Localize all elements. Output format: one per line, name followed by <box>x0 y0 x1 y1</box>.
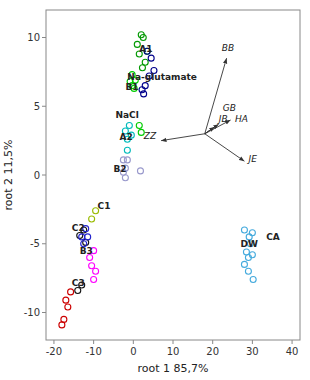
y-tick <box>42 37 46 38</box>
x-tick <box>212 340 213 344</box>
annotation: B3 <box>80 246 93 256</box>
x-tick-label: 20 <box>206 346 219 357</box>
point <box>141 91 147 97</box>
y-axis-label: root 2 11,5% <box>2 140 15 211</box>
annotation: CA <box>266 232 280 242</box>
arrow-label: GB <box>223 103 236 113</box>
y-tick-label: 0 <box>34 170 40 181</box>
point <box>140 35 146 41</box>
point <box>241 227 247 233</box>
annotation: C2 <box>72 223 85 233</box>
y-tick <box>42 175 46 176</box>
plot-area <box>59 32 256 328</box>
x-tick <box>252 340 253 344</box>
x-tick-label: 40 <box>286 346 299 357</box>
arrow-label: ZZ <box>143 131 157 141</box>
y-tick <box>42 243 46 244</box>
arrow-label: BB <box>222 43 234 53</box>
annotation: Na-glutamate <box>127 72 197 82</box>
point <box>124 157 130 163</box>
point <box>142 83 148 89</box>
arrow-label: JB <box>217 114 228 124</box>
annotation: DW <box>240 239 257 249</box>
x-tick <box>292 340 293 344</box>
point <box>249 230 255 236</box>
point <box>89 216 95 222</box>
x-axis-label: root 1 85,7% <box>138 362 209 375</box>
y-tick-label: 10 <box>27 32 40 43</box>
annotation: C1 <box>98 201 111 211</box>
point <box>59 322 65 328</box>
y-tick-label: -5 <box>30 238 40 249</box>
x-tick-label: 0 <box>130 346 136 357</box>
point <box>79 234 85 240</box>
arrow <box>205 134 245 162</box>
annotation: B1 <box>125 82 138 92</box>
x-tick-label: -20 <box>46 346 62 357</box>
point <box>136 123 142 129</box>
point <box>89 263 95 269</box>
x-tick-label: 30 <box>246 346 259 357</box>
annotation: A1 <box>139 44 152 54</box>
arrow <box>161 134 205 141</box>
chart: -20 -10 0 10 20 30 40 -10 -5 0 5 10 root 1 85,7% root… <box>0 0 310 380</box>
x-tick <box>53 340 54 344</box>
point <box>137 168 143 174</box>
labels: BB JBGBHA JE ZZ Na-glutamate NaCl CA A1 B1 A2 B2 C1… <box>72 43 280 287</box>
y-tick <box>42 312 46 313</box>
point <box>75 288 81 294</box>
annotation: A2 <box>119 132 132 142</box>
annotation: C3 <box>72 278 85 288</box>
point <box>91 277 97 283</box>
arrow-label: HA <box>235 114 248 124</box>
point <box>124 147 130 153</box>
point <box>93 268 99 274</box>
x-tick-label: -10 <box>85 346 101 357</box>
point <box>63 297 69 303</box>
x-tick-label: 10 <box>167 346 180 357</box>
point <box>148 55 154 61</box>
point <box>250 277 256 283</box>
point <box>126 123 132 129</box>
point <box>249 252 255 258</box>
plot-frame <box>46 10 300 340</box>
x-tick <box>93 340 94 344</box>
point <box>241 261 247 267</box>
point <box>85 234 91 240</box>
point <box>65 304 71 310</box>
point <box>68 289 74 295</box>
x-tick <box>173 340 174 344</box>
y-tick-label: -10 <box>24 307 40 318</box>
x-tick <box>133 340 134 344</box>
annotation: NaCl <box>115 110 138 120</box>
y-tick <box>42 106 46 107</box>
annotation: B2 <box>113 164 126 174</box>
arrow-label: JE <box>247 154 258 164</box>
y-tick-label: 5 <box>34 101 40 112</box>
point <box>139 65 145 71</box>
point <box>245 268 251 274</box>
